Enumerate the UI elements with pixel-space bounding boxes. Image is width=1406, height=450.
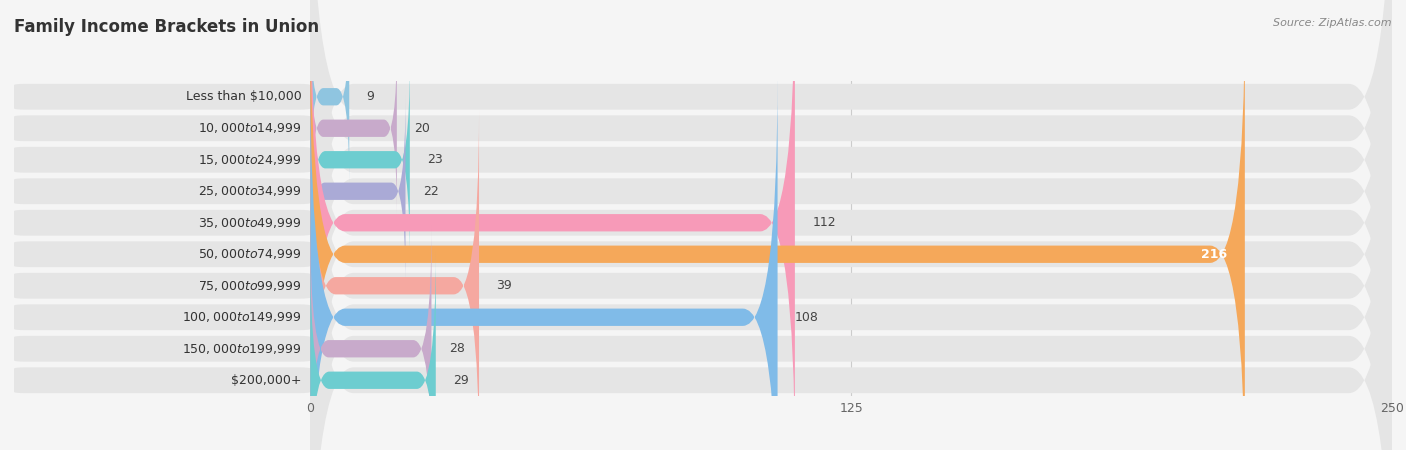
Text: 9: 9 [367, 90, 374, 103]
FancyBboxPatch shape [311, 0, 1392, 430]
Text: 112: 112 [813, 216, 835, 229]
FancyBboxPatch shape [311, 47, 1392, 450]
FancyBboxPatch shape [14, 115, 311, 141]
Text: $15,000 to $24,999: $15,000 to $24,999 [198, 153, 301, 167]
FancyBboxPatch shape [311, 11, 349, 183]
FancyBboxPatch shape [14, 147, 311, 173]
FancyBboxPatch shape [311, 0, 1392, 450]
Text: $25,000 to $34,999: $25,000 to $34,999 [198, 184, 301, 198]
FancyBboxPatch shape [311, 0, 1392, 450]
FancyBboxPatch shape [311, 225, 432, 450]
FancyBboxPatch shape [311, 0, 1392, 450]
FancyBboxPatch shape [311, 60, 409, 260]
FancyBboxPatch shape [14, 273, 311, 299]
Text: 23: 23 [427, 153, 443, 166]
Text: 29: 29 [453, 374, 468, 387]
Text: 22: 22 [423, 185, 439, 198]
Text: $200,000+: $200,000+ [231, 374, 301, 387]
FancyBboxPatch shape [311, 0, 1392, 450]
Text: $150,000 to $199,999: $150,000 to $199,999 [181, 342, 301, 356]
Text: 108: 108 [794, 311, 818, 324]
FancyBboxPatch shape [311, 11, 1244, 450]
Text: $75,000 to $99,999: $75,000 to $99,999 [198, 279, 301, 293]
Text: $10,000 to $14,999: $10,000 to $14,999 [198, 121, 301, 135]
FancyBboxPatch shape [14, 178, 311, 204]
Text: $35,000 to $49,999: $35,000 to $49,999 [198, 216, 301, 230]
Text: $50,000 to $74,999: $50,000 to $74,999 [198, 247, 301, 261]
FancyBboxPatch shape [311, 0, 1392, 399]
FancyBboxPatch shape [311, 110, 479, 450]
FancyBboxPatch shape [14, 210, 311, 236]
FancyBboxPatch shape [311, 42, 396, 214]
Text: 20: 20 [415, 122, 430, 135]
Text: Less than $10,000: Less than $10,000 [186, 90, 301, 103]
FancyBboxPatch shape [311, 0, 1392, 450]
FancyBboxPatch shape [311, 78, 1392, 450]
Text: Family Income Brackets in Union: Family Income Brackets in Union [14, 18, 319, 36]
FancyBboxPatch shape [311, 74, 778, 450]
Text: 28: 28 [449, 342, 464, 355]
Text: 39: 39 [496, 279, 512, 292]
FancyBboxPatch shape [311, 0, 794, 450]
Text: Source: ZipAtlas.com: Source: ZipAtlas.com [1274, 18, 1392, 28]
FancyBboxPatch shape [14, 367, 311, 393]
FancyBboxPatch shape [311, 252, 436, 450]
FancyBboxPatch shape [14, 304, 311, 330]
Text: 216: 216 [1201, 248, 1227, 261]
FancyBboxPatch shape [311, 96, 405, 287]
FancyBboxPatch shape [14, 84, 311, 110]
FancyBboxPatch shape [311, 15, 1392, 450]
FancyBboxPatch shape [14, 336, 311, 362]
Text: $100,000 to $149,999: $100,000 to $149,999 [181, 310, 301, 324]
FancyBboxPatch shape [14, 241, 311, 267]
